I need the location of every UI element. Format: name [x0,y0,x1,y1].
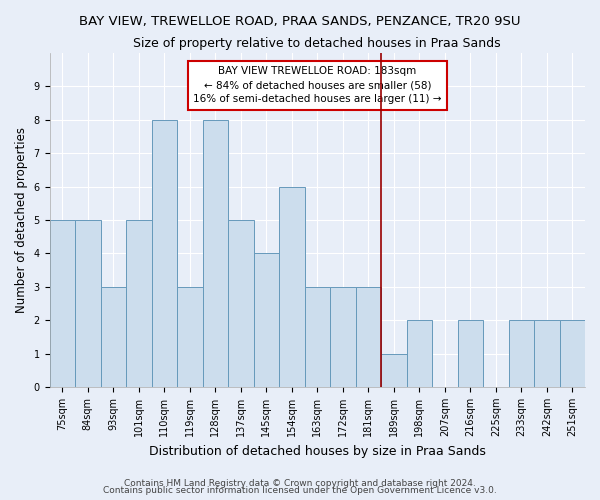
Bar [177,287,203,387]
Bar [305,287,330,387]
Bar [356,287,381,387]
Y-axis label: Number of detached properties: Number of detached properties [15,127,28,313]
Bar [50,220,75,387]
Bar [458,320,483,387]
Bar [254,254,279,387]
Bar [101,287,126,387]
Text: BAY VIEW TREWELLOE ROAD: 183sqm
← 84% of detached houses are smaller (58)
16% of: BAY VIEW TREWELLOE ROAD: 183sqm ← 84% of… [193,66,442,104]
Bar [381,354,407,387]
X-axis label: Distribution of detached houses by size in Praa Sands: Distribution of detached houses by size … [149,444,486,458]
Title: Size of property relative to detached houses in Praa Sands: Size of property relative to detached ho… [133,38,501,51]
Bar [560,320,585,387]
Bar [228,220,254,387]
Bar [279,186,305,387]
Bar [509,320,534,387]
Bar [330,287,356,387]
Text: Contains HM Land Registry data © Crown copyright and database right 2024.: Contains HM Land Registry data © Crown c… [124,478,476,488]
Bar [534,320,560,387]
Text: BAY VIEW, TREWELLOE ROAD, PRAA SANDS, PENZANCE, TR20 9SU: BAY VIEW, TREWELLOE ROAD, PRAA SANDS, PE… [79,15,521,28]
Bar [407,320,432,387]
Bar [203,120,228,387]
Bar [152,120,177,387]
Text: Contains public sector information licensed under the Open Government Licence v3: Contains public sector information licen… [103,486,497,495]
Bar [75,220,101,387]
Bar [126,220,152,387]
